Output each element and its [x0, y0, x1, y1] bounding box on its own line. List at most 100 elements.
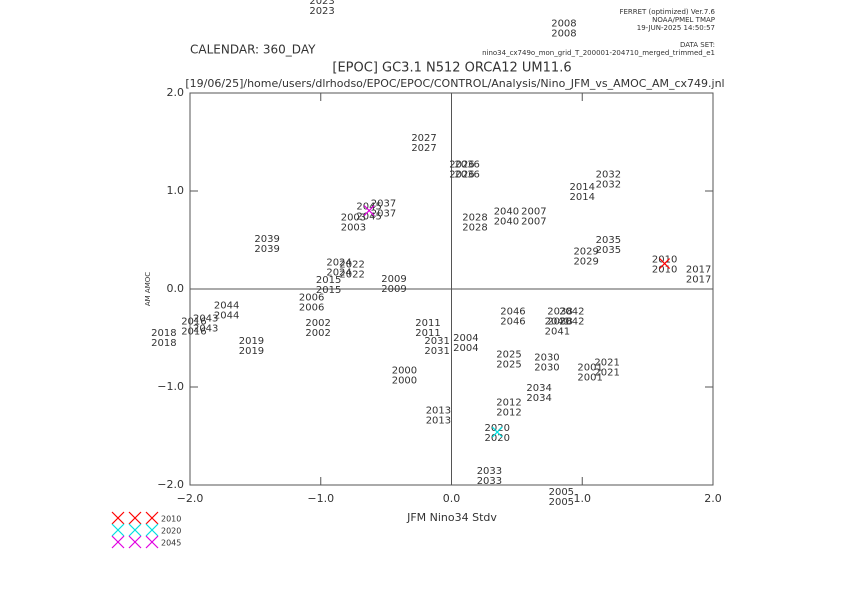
year-label: 2015 [316, 275, 341, 286]
year-label: 2035 [596, 245, 621, 256]
year-label: 2032 [596, 169, 621, 180]
legend-label: 2010 [161, 515, 181, 524]
year-label: 2043 [193, 313, 218, 324]
year-label: 2018 [151, 328, 176, 339]
y-axis-label: AM AMOC [144, 272, 152, 306]
year-label: 2020 [485, 433, 510, 444]
year-label: 2027 [411, 133, 436, 144]
ferret-version: FERRET (optimized) Ver.7.6 [619, 8, 715, 16]
year-label: 2025 [496, 350, 521, 361]
year-label: 2015 [316, 285, 341, 296]
x-axis-label: JFM Nino34 Stdv [406, 511, 497, 524]
year-label: 2007 [521, 217, 546, 228]
x-tick-label: −2.0 [177, 492, 204, 505]
year-label: 2002 [305, 318, 330, 329]
y-tick-label: 0.0 [167, 282, 185, 295]
year-label: 2028 [462, 222, 487, 233]
year-label: 2005 [549, 487, 574, 498]
year-label: 2039 [254, 234, 279, 245]
year-label: 2020 [485, 423, 510, 434]
year-label: 2046 [500, 316, 525, 327]
year-label: 2022 [339, 259, 364, 270]
year-label: 2019 [239, 346, 264, 357]
legend-item: 2010 [111, 511, 181, 525]
marker-stroke [491, 426, 503, 438]
highlight-marker [659, 258, 671, 269]
legend-label: 2020 [161, 527, 181, 536]
year-label: 2026 [449, 159, 474, 170]
y-tick-label: 2.0 [167, 86, 185, 99]
year-label: 2030 [534, 363, 559, 374]
year-label: 2032 [596, 179, 621, 190]
chart-title: [EPOC] GC3.1 N512 ORCA12 UM11.6 [332, 61, 571, 76]
year-label: 2036 [454, 169, 479, 180]
legend-label: 2045 [161, 539, 181, 548]
year-label: 2040 [494, 217, 519, 228]
year-label: 2042 [559, 316, 584, 327]
year-label: 2039 [254, 244, 279, 255]
year-label: 2028 [462, 212, 487, 223]
year-label: 2035 [596, 235, 621, 246]
marker-stroke [145, 523, 159, 537]
year-label: 2038 [547, 316, 572, 327]
year-label: 2004 [453, 333, 478, 344]
year-label: 2036 [454, 159, 479, 170]
x-tick-label: 1.0 [574, 492, 592, 505]
year-label: 2023 [309, 0, 334, 7]
year-label: 2045 [356, 202, 381, 213]
year-label: 2033 [477, 476, 502, 487]
year-label: 2003 [341, 222, 366, 233]
year-label: 2024 [326, 257, 351, 268]
year-label: 2014 [570, 192, 595, 203]
year-label: 2005 [549, 497, 574, 508]
dataset: nino34_cx749o_mon_grid_T_200001-204710_m… [482, 49, 715, 57]
marker-stroke [659, 258, 671, 269]
marker-stroke [111, 511, 125, 525]
year-label: 2044 [214, 301, 239, 312]
year-label: 2003 [341, 212, 366, 223]
year-label: 2037 [371, 209, 396, 220]
highlight-marker [363, 205, 375, 217]
year-label: 2033 [477, 466, 502, 477]
year-label: 2034 [526, 393, 551, 404]
year-label: 2031 [424, 346, 449, 357]
year-label: 2041 [545, 316, 570, 327]
x-tick-label: 0.0 [443, 492, 461, 505]
chart-subtitle: [19/06/25]/home/users/dlrhodso/EPOC/EPOC… [185, 77, 724, 90]
marker-stroke [111, 535, 125, 549]
year-label: 2024 [326, 267, 351, 278]
marker-stroke [145, 535, 159, 549]
year-label: 2017 [686, 264, 711, 275]
year-label: 2042 [559, 306, 584, 317]
year-label: 2012 [496, 398, 521, 409]
year-label: 2027 [411, 143, 436, 154]
year-label: 2004 [453, 343, 478, 354]
year-label: 2000 [392, 375, 417, 386]
